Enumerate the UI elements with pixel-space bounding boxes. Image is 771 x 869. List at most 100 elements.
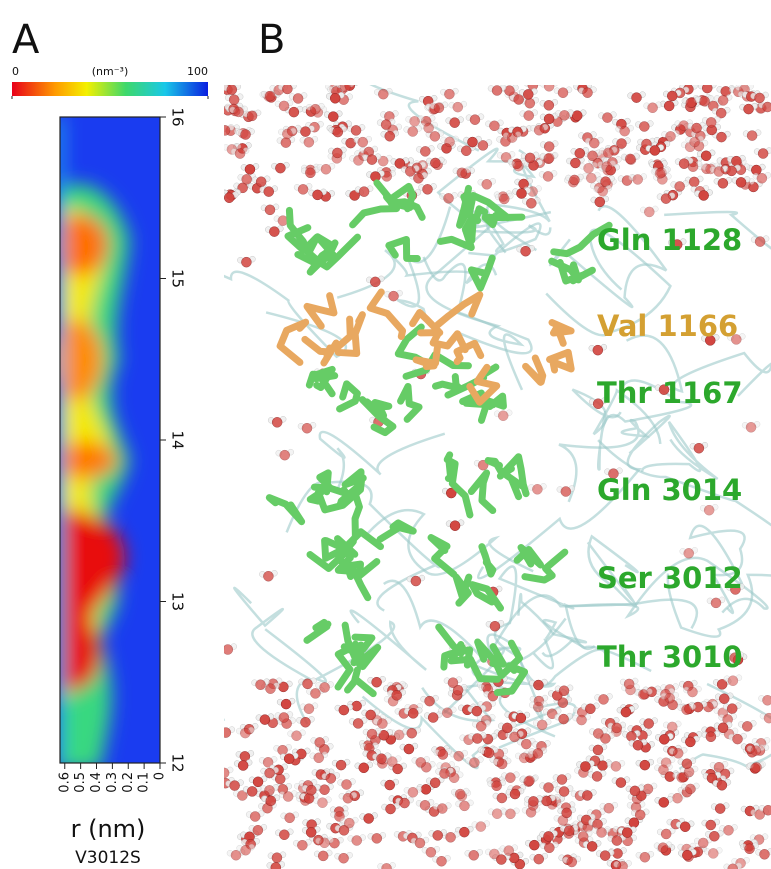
- water-oxygen: [611, 761, 621, 771]
- water-oxygen: [532, 484, 542, 494]
- water-oxygen: [256, 680, 266, 690]
- water-oxygen: [746, 422, 756, 432]
- water-oxygen: [223, 645, 233, 655]
- water-oxygen: [448, 678, 458, 688]
- water-oxygen: [543, 171, 553, 181]
- water-oxygen: [306, 827, 316, 837]
- water-oxygen: [280, 450, 290, 460]
- water-oxygen: [302, 423, 312, 433]
- water-oxygen: [489, 121, 499, 131]
- residue-label: Gln 3014: [597, 473, 742, 507]
- water-oxygen: [644, 719, 654, 729]
- water-oxygen: [667, 722, 677, 732]
- water-oxygen: [700, 96, 710, 106]
- water-oxygen: [377, 719, 387, 729]
- water-oxygen: [230, 781, 240, 791]
- water-oxygen: [265, 205, 275, 215]
- water-oxygen: [612, 723, 622, 733]
- water-oxygen: [272, 417, 282, 427]
- heatmap: [47, 117, 160, 770]
- water-oxygen: [314, 753, 324, 763]
- water-hydrogen: [219, 645, 225, 651]
- side-chain: [389, 239, 417, 258]
- water-oxygen: [593, 745, 603, 755]
- y-tick-label: 16: [169, 107, 187, 126]
- water-oxygen: [521, 739, 531, 749]
- protein-backbone: [398, 207, 451, 318]
- x-tick-label: 0.1: [137, 772, 152, 793]
- y-tick-label: 14: [169, 430, 187, 449]
- side-chain: [526, 358, 543, 382]
- water-oxygen: [514, 94, 524, 104]
- water-oxygen: [285, 813, 295, 823]
- water-oxygen: [445, 137, 455, 147]
- water-oxygen: [279, 830, 289, 840]
- water-oxygen: [433, 830, 443, 840]
- water-oxygen: [389, 291, 399, 301]
- water-oxygen: [430, 131, 440, 141]
- water-hydrogen: [216, 125, 222, 131]
- side-chain: [280, 322, 306, 362]
- water-oxygen: [282, 129, 292, 139]
- water-oxygen: [630, 786, 640, 796]
- water-oxygen: [544, 843, 554, 853]
- water-oxygen: [557, 775, 567, 785]
- water-oxygen: [578, 831, 588, 841]
- water-oxygen: [633, 174, 643, 184]
- water-oxygen: [682, 705, 692, 715]
- water-oxygen: [279, 712, 289, 722]
- water-oxygen: [622, 828, 632, 838]
- water-oxygen: [492, 781, 502, 791]
- water-oxygen: [430, 778, 440, 788]
- water-oxygen: [293, 93, 303, 103]
- water-oxygen: [370, 277, 380, 287]
- water-hydrogen: [215, 768, 221, 774]
- water-oxygen: [459, 827, 469, 837]
- water-oxygen: [632, 93, 642, 103]
- water-oxygen: [533, 748, 543, 758]
- water-oxygen: [469, 850, 479, 860]
- residue-label: Gln 1128: [597, 223, 742, 257]
- water-oxygen: [490, 621, 500, 631]
- water-oxygen: [300, 717, 310, 727]
- water-oxygen: [292, 731, 302, 741]
- water-oxygen: [648, 103, 658, 113]
- water-oxygen: [245, 164, 255, 174]
- protein-backbone: [365, 510, 533, 575]
- water-oxygen: [426, 847, 436, 857]
- water-oxygen: [537, 720, 547, 730]
- water-oxygen: [351, 125, 361, 135]
- water-oxygen: [525, 98, 535, 108]
- water-oxygen: [685, 737, 695, 747]
- water-oxygen: [692, 123, 702, 133]
- water-oxygen: [358, 137, 368, 147]
- figure: A B (nm⁻³) r (nm) V3012S 01000.60.50.40.…: [0, 0, 771, 869]
- water-oxygen: [372, 833, 382, 843]
- water-hydrogen: [217, 728, 223, 734]
- side-chain: [416, 348, 437, 366]
- water-oxygen: [315, 737, 325, 747]
- water-oxygen: [763, 102, 771, 112]
- residue-label: Ser 3012: [597, 561, 743, 595]
- water-oxygen: [282, 84, 292, 94]
- water-oxygen: [751, 762, 761, 772]
- water-oxygen: [639, 121, 649, 131]
- water-oxygen: [617, 139, 627, 149]
- water-oxygen: [250, 811, 260, 821]
- water-oxygen: [706, 117, 716, 127]
- water-oxygen: [529, 840, 539, 850]
- water-oxygen: [332, 148, 342, 158]
- water-oxygen: [264, 785, 274, 795]
- water-oxygen: [567, 857, 577, 867]
- residue-label: Thr 3010: [597, 640, 743, 674]
- water-oxygen: [618, 861, 628, 869]
- water-oxygen: [455, 789, 465, 799]
- water-oxygen: [352, 836, 362, 846]
- water-oxygen: [524, 776, 534, 786]
- residue-label: Val 1166: [597, 309, 738, 343]
- water-oxygen: [759, 849, 769, 859]
- water-oxygen: [718, 178, 728, 188]
- water-oxygen: [269, 227, 279, 237]
- water-oxygen: [686, 98, 696, 108]
- water-oxygen: [263, 571, 273, 581]
